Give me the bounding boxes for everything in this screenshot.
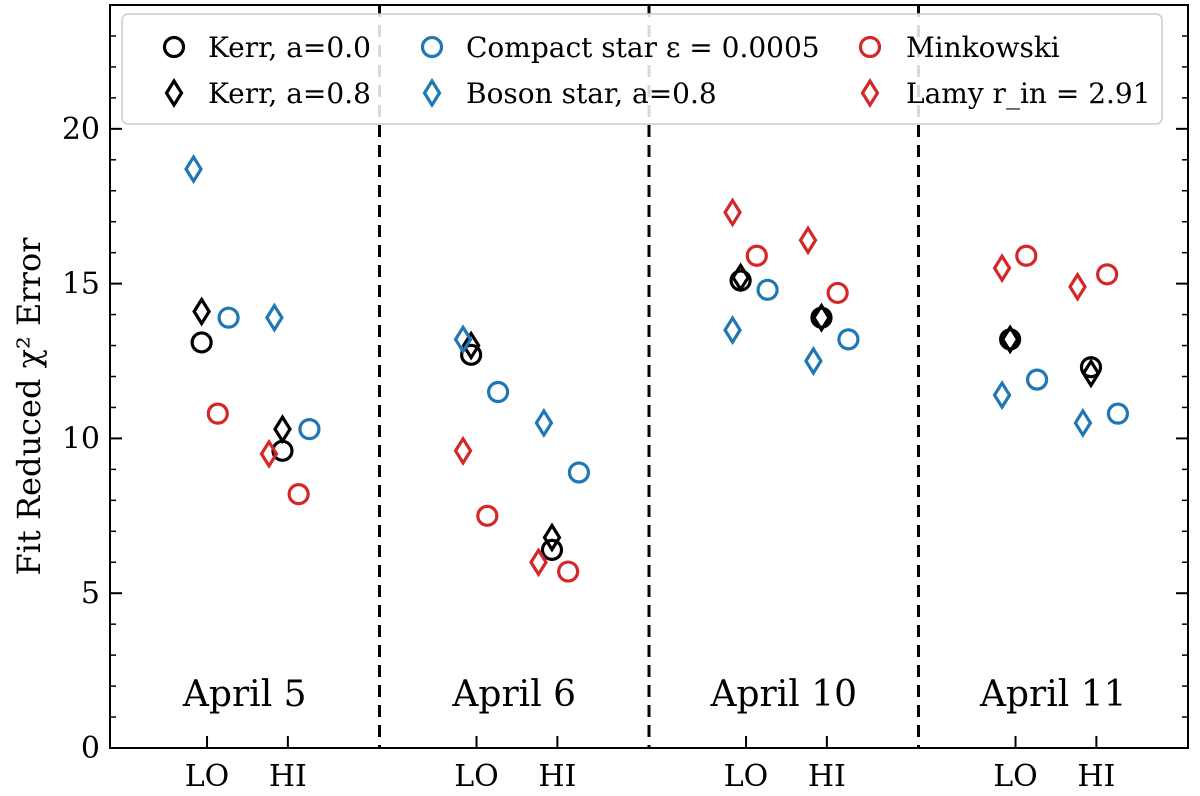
legend-marker: [164, 77, 184, 109]
panel-label: April 6: [451, 674, 576, 715]
legend-label: Kerr, a=0.8: [208, 77, 371, 110]
y-tick-label: 10: [62, 421, 100, 456]
data-point: [453, 435, 473, 466]
x-tick-label: HI: [808, 759, 846, 791]
data-point: [992, 380, 1012, 411]
data-point: [453, 324, 473, 355]
data-point: [184, 154, 203, 185]
data-point: [217, 306, 240, 329]
data-point: [731, 262, 751, 293]
data-point: [486, 380, 510, 404]
data-point: [837, 328, 860, 351]
legend-label: Boson star, a=0.8: [466, 77, 717, 110]
y-tick-label: 20: [62, 112, 100, 147]
data-point: [1015, 244, 1038, 267]
data-point: [1106, 402, 1130, 425]
data-point: [992, 253, 1012, 284]
y-tick-label: 0: [81, 731, 100, 766]
data-point: [529, 547, 548, 578]
x-tick-label: HI: [1077, 759, 1115, 791]
y-tick-label: 5: [81, 576, 100, 611]
x-tick-label: LO: [993, 759, 1038, 791]
data-point: [826, 281, 849, 305]
legend-box: [121, 13, 1163, 125]
data-point: [259, 438, 279, 469]
data-point: [798, 225, 818, 256]
panel-label: April 11: [979, 674, 1127, 715]
legend-label: Lamy r_in = 2.91: [906, 77, 1151, 110]
data-point: [273, 414, 292, 445]
data-point: [756, 278, 779, 301]
legend-marker: [422, 77, 442, 109]
data-point: [534, 407, 554, 438]
data-point: [540, 538, 564, 561]
data-point: [1079, 356, 1103, 379]
data-point: [287, 483, 310, 506]
legend-label: Kerr, a=0.0: [208, 31, 371, 64]
data-point: [476, 504, 499, 527]
data-point: [265, 302, 284, 333]
x-tick-label: HI: [269, 759, 307, 791]
data-point: [567, 461, 591, 484]
data-point: [804, 346, 823, 377]
legend-label: Minkowski: [906, 31, 1060, 64]
y-tick-label: 15: [62, 267, 100, 302]
data-point: [192, 296, 212, 327]
data-point: [1025, 368, 1049, 391]
legend-marker: [162, 35, 186, 59]
data-point: [206, 402, 229, 425]
legend-label: Compact star ε = 0.0005: [466, 31, 820, 64]
data-point: [812, 302, 831, 333]
data-point: [1081, 358, 1101, 389]
y-axis-label: Fit Reduced χ² Error: [10, 237, 48, 576]
data-point: [1068, 271, 1087, 302]
data-point: [1096, 263, 1119, 286]
x-tick-label: LO: [724, 759, 769, 791]
panel-label: April 5: [182, 674, 307, 715]
x-tick-label: LO: [185, 759, 230, 791]
data-point: [461, 330, 481, 361]
data-point: [298, 418, 321, 441]
legend-marker: [858, 35, 882, 59]
x-tick-label: LO: [454, 759, 499, 791]
data-point: [745, 244, 768, 267]
legend-marker: [860, 77, 880, 109]
data-point: [557, 560, 580, 583]
data-point: [723, 315, 742, 346]
x-tick-label: HI: [538, 759, 576, 791]
data-point: [1000, 324, 1020, 355]
data-point: [542, 522, 562, 553]
data-point: [190, 331, 213, 354]
data-point: [723, 197, 742, 228]
panel-label: April 10: [709, 674, 857, 715]
data-point: [1073, 407, 1093, 438]
data-point: [460, 343, 483, 366]
legend-marker: [420, 35, 444, 59]
